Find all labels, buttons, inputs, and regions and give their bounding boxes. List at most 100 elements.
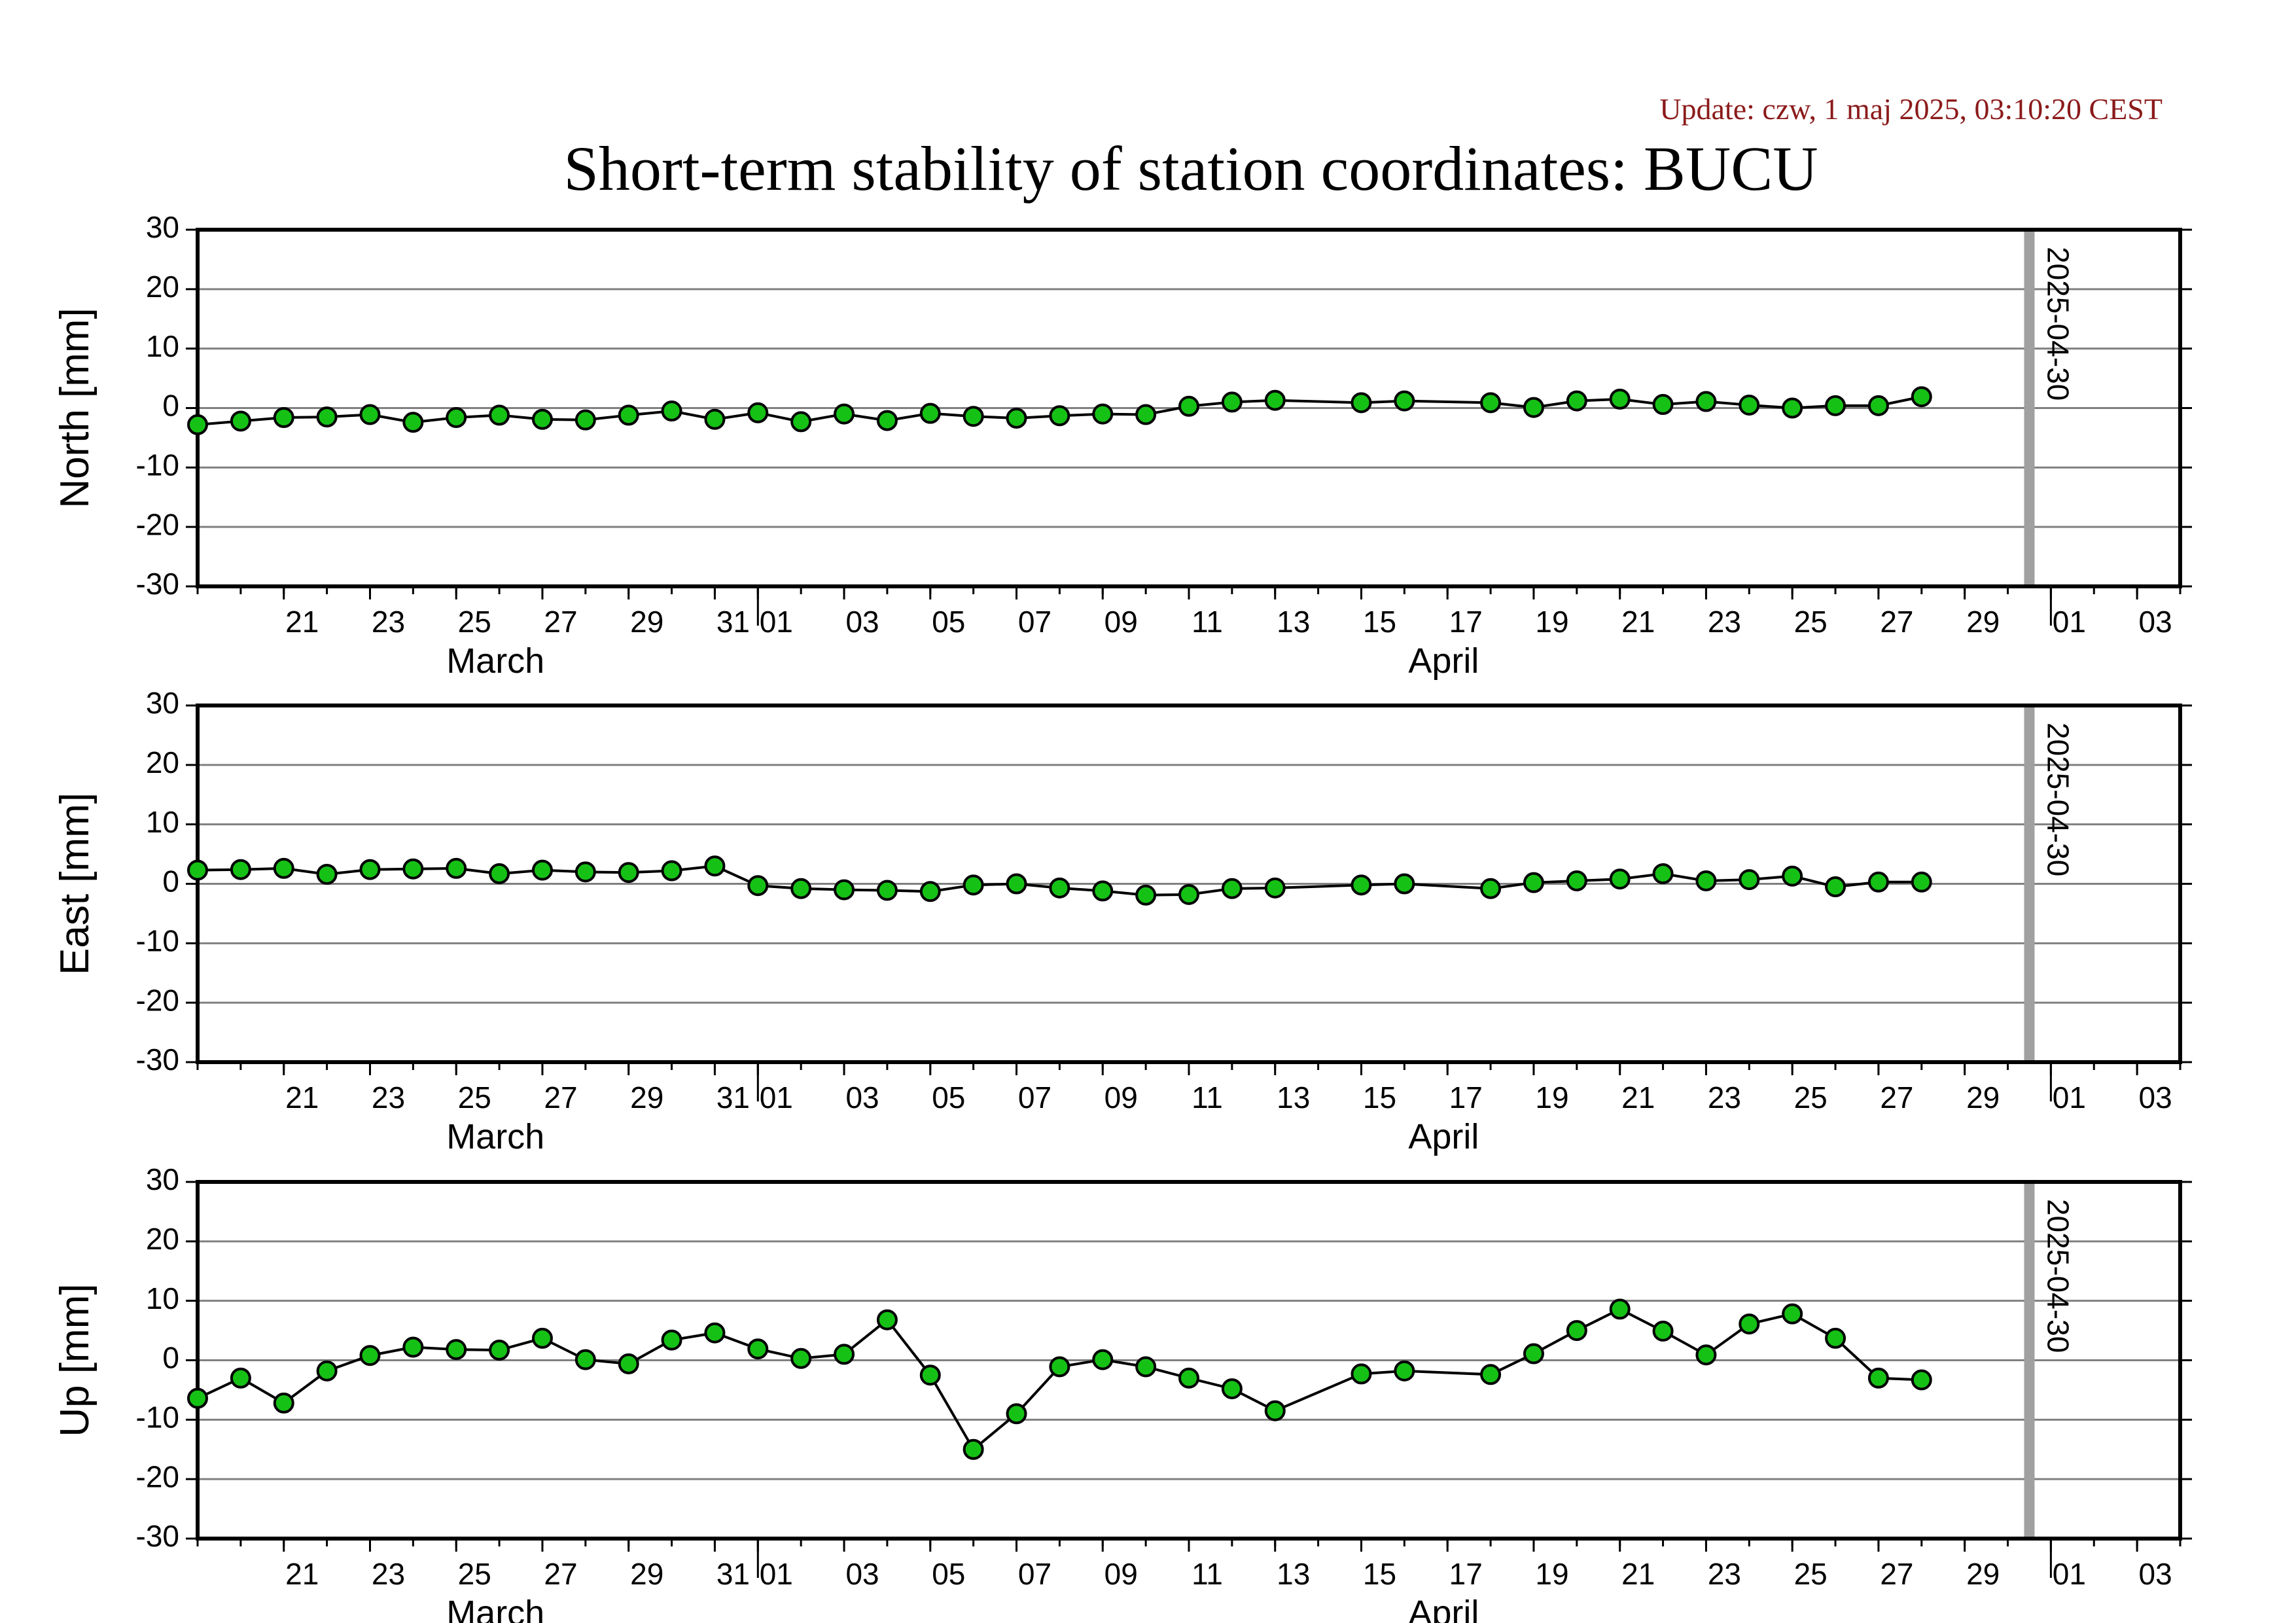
x-tick-label: 19 — [1535, 1080, 1568, 1115]
x-tick-label: 07 — [1018, 1557, 1051, 1591]
x-tick-label: 03 — [845, 605, 879, 639]
data-point — [1480, 1364, 1502, 1385]
update-timestamp: Update: czw, 1 maj 2025, 03:10:20 CEST — [1659, 92, 2163, 126]
x-tick-label: 03 — [845, 1080, 879, 1115]
y-tick-label: 20 — [146, 745, 179, 779]
data-point — [963, 874, 984, 896]
data-point — [876, 410, 898, 431]
x-tick-label: 23 — [1708, 1080, 1741, 1115]
data-point — [1911, 386, 1932, 408]
data-point — [187, 414, 208, 435]
x-tick-label: 23 — [372, 605, 405, 639]
data-point — [1135, 884, 1157, 906]
data-point — [834, 1344, 855, 1365]
data-point — [1782, 397, 1803, 419]
data-point — [1911, 1369, 1932, 1391]
data-point — [574, 409, 596, 431]
x-tick-label: 21 — [1621, 1557, 1655, 1591]
data-point — [1135, 1356, 1157, 1378]
data-point — [446, 857, 467, 879]
data-point — [919, 402, 941, 424]
x-tick-label: 27 — [544, 605, 577, 639]
x-tick-label: 11 — [1192, 1557, 1223, 1591]
data-point — [1523, 1343, 1544, 1364]
data-point — [661, 860, 682, 882]
data-point — [1739, 869, 1760, 891]
month-label: April — [1408, 1594, 1479, 1623]
y-tick-label: 0 — [162, 865, 179, 899]
x-tick-label: 11 — [1192, 1080, 1223, 1115]
data-point — [618, 862, 639, 883]
x-tick-label: 13 — [1277, 605, 1310, 639]
y-tick-label: 10 — [146, 1281, 179, 1315]
y-tick-label: 10 — [146, 329, 179, 363]
current-date-bar — [2024, 1182, 2035, 1539]
x-tick-label: 27 — [1880, 1080, 1913, 1115]
data-point — [876, 880, 898, 901]
data-point — [402, 858, 424, 880]
x-tick-label: 01 — [760, 1080, 793, 1115]
month-label: March — [446, 1117, 544, 1156]
x-tick-label: 01 — [760, 1557, 793, 1591]
data-point — [661, 401, 682, 422]
x-tick-label: 25 — [1794, 1557, 1828, 1591]
y-tick-label: -30 — [136, 1519, 179, 1553]
data-point — [574, 861, 596, 883]
data-point — [1178, 883, 1199, 905]
y-tick-label: 0 — [162, 1341, 179, 1375]
y-tick-label: -10 — [136, 1400, 179, 1434]
x-tick-label: 05 — [932, 605, 965, 639]
x-tick-label: 21 — [285, 605, 319, 639]
data-point — [1652, 1320, 1674, 1342]
data-point — [1695, 870, 1717, 891]
x-tick-label: 31 — [716, 1557, 750, 1591]
x-tick-label: 23 — [372, 1080, 405, 1115]
data-point — [1221, 878, 1243, 899]
data-point — [489, 863, 510, 885]
x-tick-label: 13 — [1277, 1080, 1310, 1115]
data-point — [1351, 1363, 1372, 1385]
data-point — [359, 859, 381, 880]
data-point — [446, 407, 467, 429]
data-point — [747, 1338, 769, 1360]
current-date-bar — [2024, 230, 2035, 586]
x-tick-label: 31 — [716, 605, 750, 639]
data-point — [1394, 1360, 1415, 1382]
data-point — [316, 406, 338, 428]
data-point — [1351, 392, 1372, 414]
data-point — [747, 875, 769, 897]
data-point — [1178, 395, 1199, 417]
data-point — [919, 1364, 941, 1386]
data-point — [402, 1336, 424, 1358]
data-point — [1135, 404, 1157, 425]
data-point — [316, 1360, 338, 1382]
x-tick-label: 21 — [1621, 1080, 1655, 1115]
x-tick-label: 17 — [1449, 1557, 1483, 1591]
y-tick-label: -30 — [136, 567, 179, 601]
data-point — [1825, 1327, 1846, 1349]
x-tick-label: 29 — [630, 1557, 663, 1591]
data-point — [618, 404, 639, 426]
data-point — [1739, 1313, 1760, 1335]
x-tick-label: 03 — [845, 1557, 879, 1591]
data-point — [1782, 865, 1803, 887]
x-tick-label: 15 — [1363, 1557, 1396, 1591]
x-tick-label: 17 — [1449, 605, 1483, 639]
data-point — [1652, 394, 1674, 416]
x-tick-label: 03 — [2139, 1080, 2172, 1115]
data-point — [1178, 1367, 1199, 1389]
x-tick-label: 23 — [1708, 605, 1741, 639]
x-tick-label: 19 — [1535, 605, 1568, 639]
x-tick-label: 09 — [1104, 1080, 1138, 1115]
data-point — [1264, 389, 1286, 411]
data-point — [359, 1345, 381, 1366]
data-point — [1566, 1320, 1587, 1342]
current-date-label: 2025-04-30 — [2041, 1199, 2075, 1353]
data-point — [1566, 870, 1587, 891]
x-tick-label: 01 — [760, 605, 793, 639]
data-point — [963, 1438, 984, 1460]
